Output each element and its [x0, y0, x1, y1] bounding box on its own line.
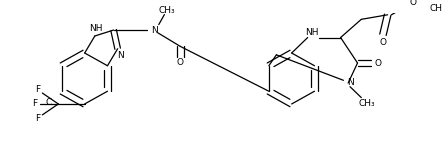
- Text: CH₃: CH₃: [429, 4, 442, 13]
- Text: F: F: [32, 100, 38, 108]
- Text: O: O: [410, 0, 416, 7]
- Text: NH: NH: [89, 24, 103, 33]
- Text: O: O: [379, 38, 386, 47]
- Text: O: O: [375, 58, 382, 68]
- Text: C: C: [46, 98, 52, 107]
- Text: CH₃: CH₃: [159, 5, 175, 15]
- Text: N: N: [347, 78, 353, 87]
- Text: F: F: [35, 114, 40, 123]
- Text: N: N: [117, 51, 124, 60]
- Text: CH₃: CH₃: [358, 98, 375, 108]
- Text: N: N: [151, 26, 157, 35]
- Text: NH: NH: [305, 29, 319, 37]
- Text: F: F: [35, 85, 40, 94]
- Text: O: O: [177, 58, 184, 67]
